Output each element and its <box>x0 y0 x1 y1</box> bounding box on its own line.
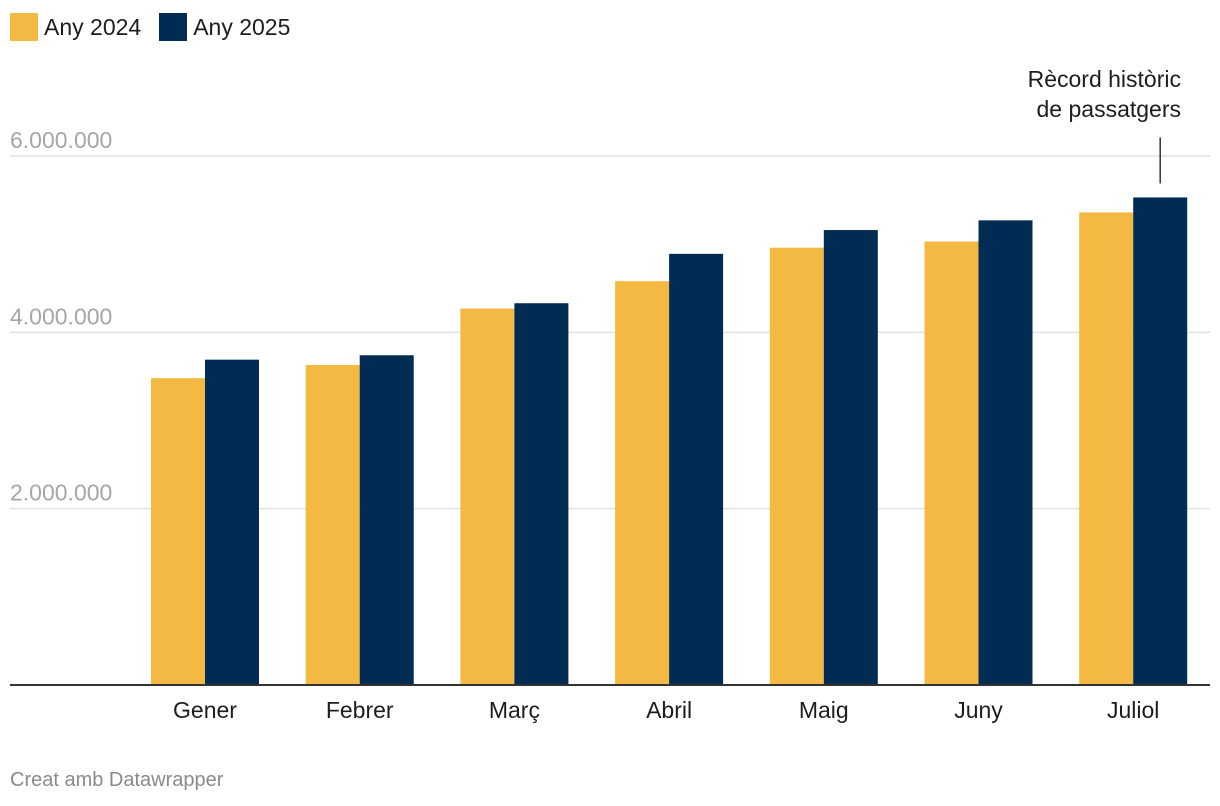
annotation-text: de passatgers <box>1037 96 1181 122</box>
legend-label-2025: Any 2025 <box>193 13 291 40</box>
x-tick-label: Juliol <box>1107 697 1159 723</box>
bar <box>615 281 670 685</box>
chart-legend: Any 2024 Any 2025 <box>10 13 308 41</box>
x-tick-label: Maig <box>799 697 849 723</box>
x-tick-label: Juny <box>954 697 1003 723</box>
legend-item-2024: Any 2024 <box>10 13 141 41</box>
bar <box>359 355 414 685</box>
bar <box>1079 212 1134 685</box>
bar <box>305 364 360 685</box>
bar <box>769 247 824 685</box>
bar <box>669 253 724 686</box>
y-tick-label: 6.000.000 <box>10 127 112 153</box>
legend-label-2024: Any 2024 <box>44 13 142 40</box>
bar <box>205 359 259 685</box>
x-tick-label: Febrer <box>326 697 394 723</box>
legend-item-2025: Any 2025 <box>159 13 290 41</box>
x-tick-label: Març <box>489 697 540 723</box>
footer-credit: Creat amb Datawrapper <box>10 769 224 791</box>
bar <box>151 378 205 685</box>
y-tick-label: 2.000.000 <box>10 480 112 506</box>
bar <box>978 220 1033 685</box>
bar <box>1133 197 1188 685</box>
bar <box>514 303 569 685</box>
legend-swatch-2025 <box>159 13 188 41</box>
x-tick-label: Gener <box>173 697 237 723</box>
bar <box>823 230 878 685</box>
x-tick-label: Abril <box>646 697 692 723</box>
y-tick-label: 4.000.000 <box>10 303 112 329</box>
bar <box>460 308 515 685</box>
legend-swatch-2024 <box>10 13 38 41</box>
annotation-text: Rècord històric <box>1028 66 1181 92</box>
bar <box>924 241 979 685</box>
